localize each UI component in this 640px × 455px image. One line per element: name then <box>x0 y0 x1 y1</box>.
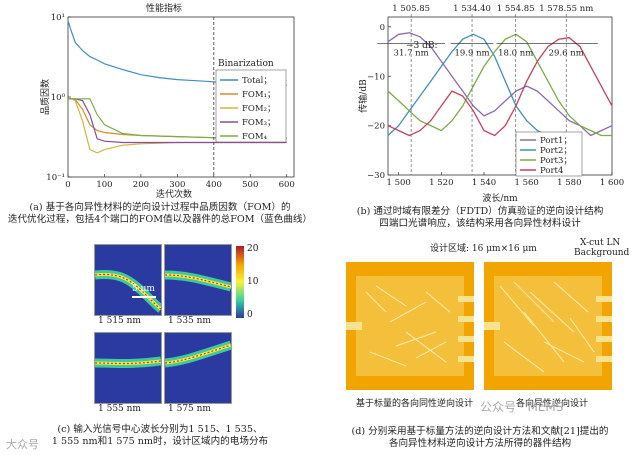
colorbar-tick-mid: 10 <box>247 277 259 287</box>
chart-a-legend <box>215 69 287 143</box>
chart-b: 1 500 1 520 1 540 1 560 1 580 1 600 −30 −20 −10 0… <box>357 4 624 204</box>
bandwidth-label: 31.7 nm <box>394 49 429 59</box>
device-isotropic <box>346 262 474 390</box>
binarization-label: Binarization <box>218 59 274 69</box>
caption-c-line1: (c) 输入光信号中心波长分别为1 515、1 535、 <box>57 424 263 435</box>
b-xtick-label: 1 600 <box>600 178 624 188</box>
chart-a: 性能指标 0 100 200 300 400 500 600 10⁻¹ 10⁰ 10¹ Binar… <box>39 2 295 200</box>
caption-a-line1: (a) 基于各向异性材料的逆向设计过程中品质因数（FOM）的 <box>29 202 291 213</box>
bandwidth-label: 19.9 nm <box>454 49 489 59</box>
subcaption-left: 基于标量的各向同性逆向设计 <box>356 399 474 409</box>
caption-c-line2: 1 555 nm和1 575 nm时，设计区域内的电场分布 <box>51 436 269 447</box>
b-ytick-label: −30 <box>367 171 385 181</box>
b-legend-label: Port4 <box>540 166 563 176</box>
field-map-1555 <box>94 332 162 404</box>
a-ytick-label: 10⁰ <box>51 93 66 103</box>
b-ytick-label: 0 <box>380 23 385 33</box>
colorbar <box>236 246 244 318</box>
material-label: X-cut LN <box>580 238 621 248</box>
chart-a-ylabel: 品质因数 <box>39 79 51 115</box>
watermark-right: 公众号 · MEMS <box>480 400 564 414</box>
b-series-line <box>387 33 612 137</box>
colorbar-tick-top: 20 <box>247 244 259 254</box>
b-legend-label: Port1； <box>540 136 572 146</box>
field-label-3: 1 555 nm <box>98 404 141 414</box>
a-legend-label: FOM₁； <box>242 90 275 100</box>
chart-b-frame <box>387 16 613 176</box>
field-maps: 5 μm 1 515 nm 1 535 nm 1 555 nm 1 575 nm… <box>94 244 270 424</box>
a-ytick-label: 10⁻¹ <box>46 173 65 183</box>
b-xtick-label: 1 540 <box>472 178 496 188</box>
a-xtick-label: 300 <box>169 180 185 190</box>
a-xtick-label: 600 <box>279 180 295 190</box>
device-anisotropic <box>484 262 612 390</box>
chart-a-title: 性能指标 <box>146 2 182 14</box>
field-map-1515 <box>94 244 162 316</box>
b-series-line <box>387 37 613 137</box>
a-legend-label: FOM₂； <box>242 104 275 114</box>
caption-a-line2: 迭代优化过程，包括4个端口的FOM值以及器件的总FOM（蓝色曲线） <box>7 214 313 225</box>
peak-label: 1 578.55 nm <box>539 4 593 14</box>
a-xtick-label: 400 <box>206 180 222 190</box>
bandwidth-label: 29.6 nm <box>549 49 584 59</box>
b-xtick-label: 1 560 <box>514 178 538 188</box>
subcaption-right: 各向异性逆向设计 <box>516 399 589 409</box>
field-label-1: 1 515 nm <box>98 316 141 326</box>
b-xtick-label: 1 520 <box>429 178 453 188</box>
peak-label: 1 554.85 <box>497 4 535 14</box>
chart-b-xlabel: 波长/nm <box>482 192 518 204</box>
caption-d: (d) 分别采用基于标量方法的逆向设计方法和文献[21]提出的 各向异性材料逆向… <box>320 426 640 450</box>
caption-b: (b) 通过时域有限差分（FDTD）仿真验证的逆向设计结构 四端口光谱响应，该结… <box>320 206 640 230</box>
a-legend-label: FOM₃； <box>242 118 275 128</box>
chart-b-ylabel: 传输/dB <box>357 79 369 113</box>
colorbar-tick-bottom: 0 <box>247 310 253 320</box>
a-xtick-label: 500 <box>242 180 258 190</box>
b-ytick-label: −10 <box>367 72 385 82</box>
b-series-line <box>387 32 613 137</box>
caption-b-line2: 四端口光谱响应，该结构采用各向异性材料设计 <box>379 218 581 229</box>
chart-a-xlabel: 迭代次数 <box>156 188 192 200</box>
field-label-4: 1 575 nm <box>168 404 211 414</box>
b-ytick-label: −20 <box>367 122 385 132</box>
watermark-left: 大众号 <box>6 438 39 451</box>
caption-d-line2: 各向异性材料逆向设计方法所得的器件结构 <box>388 438 572 449</box>
a-xtick-label: 0 <box>65 180 70 190</box>
b-legend-label: Port3； <box>540 156 572 166</box>
bandwidth-label: 18.0 nm <box>498 49 533 59</box>
db-label: −3 dB: <box>406 41 438 51</box>
field-map-1535 <box>164 244 232 316</box>
peak-label: 1 534.40 <box>453 4 491 14</box>
a-legend-label: Total； <box>242 76 272 86</box>
b-xtick-label: 1 580 <box>557 178 581 188</box>
caption-a: (a) 基于各向异性材料的逆向设计过程中品质因数（FOM）的 迭代优化过程，包括… <box>0 202 320 226</box>
field-map-1575 <box>164 332 232 404</box>
caption-b-line1: (b) 通过时域有限差分（FDTD）仿真验证的逆向设计结构 <box>356 206 604 217</box>
a-ytick-label: 10¹ <box>51 13 65 23</box>
b-series-line <box>387 33 559 141</box>
device-structures: 设计区域: 16 μm×16 μm X-cut LN Background <box>340 238 640 418</box>
caption-d-line1: (d) 分别采用基于标量方法的逆向设计方法和文献[21]提出的 <box>351 426 609 437</box>
peak-label: 1 505.85 <box>392 4 430 14</box>
a-xtick-label: 200 <box>133 180 149 190</box>
a-xtick-label: 100 <box>96 180 112 190</box>
scale-bar <box>132 296 156 298</box>
background-label: Background <box>574 248 630 258</box>
field-label-2: 1 535 nm <box>168 316 211 326</box>
caption-c: (c) 输入光信号中心波长分别为1 515、1 535、 1 555 nm和1 … <box>0 424 320 448</box>
scale-bar-label: 5 μm <box>132 284 155 294</box>
a-legend-label: FOM₄ <box>242 132 268 142</box>
b-legend-label: Port2； <box>540 146 572 156</box>
design-area-label: 设计区域: 16 μm×16 μm <box>430 244 537 254</box>
b-xtick-label: 1 500 <box>386 178 410 188</box>
